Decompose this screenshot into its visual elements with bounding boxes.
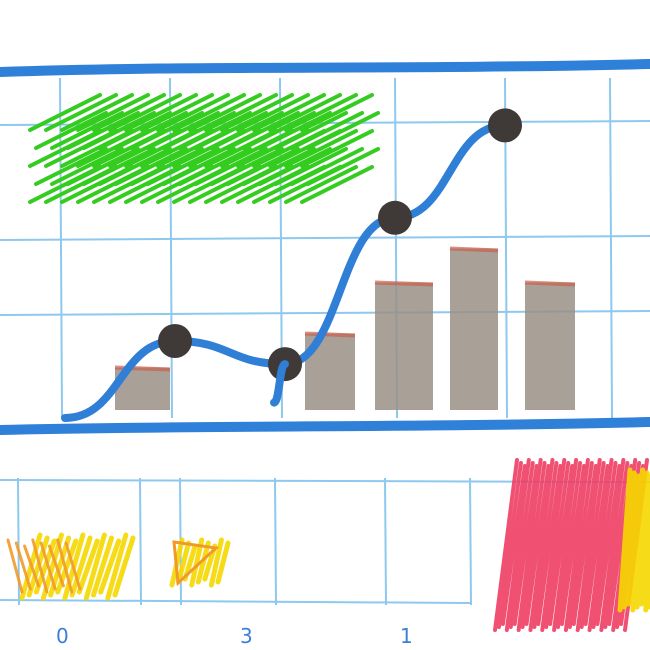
frame-baseline [0, 417, 650, 435]
orange-scribble [6, 538, 82, 594]
bar [525, 282, 575, 410]
data-point [488, 108, 522, 143]
grid-line [274, 477, 277, 606]
frame-top-line [0, 59, 650, 77]
green-scribble [28, 129, 374, 168]
data-point [378, 200, 412, 235]
bar [450, 248, 498, 410]
x-tick-label: 1 [400, 624, 413, 648]
grid-line [0, 235, 650, 241]
grid-line [139, 477, 142, 606]
grid-line [609, 77, 613, 419]
line-series [61, 108, 522, 422]
green-scribble [28, 165, 374, 204]
grid-line [384, 477, 387, 606]
x-tick-label: 3 [240, 624, 253, 648]
green-scribble [34, 147, 380, 186]
chart-frame [0, 59, 650, 435]
bar-top-edge [524, 280, 576, 287]
grid-line [469, 477, 472, 606]
x-tick-labels: 0 3 1 [56, 624, 413, 648]
line-path [61, 121, 509, 422]
decorative-scribbles [6, 93, 650, 632]
bar-top-edge [374, 280, 434, 287]
green-scribble [28, 93, 374, 132]
grid-line [0, 599, 471, 604]
grid-lines [0, 77, 650, 606]
bar-top-edge [304, 331, 356, 338]
bar-top-edge [449, 246, 499, 253]
bar [375, 282, 433, 410]
orange-triangle-scribble [172, 540, 220, 587]
yellow-scribble [617, 467, 650, 613]
line-path [270, 360, 289, 407]
x-tick-label: 0 [56, 624, 69, 648]
data-point [158, 324, 192, 358]
green-scribble [34, 111, 380, 150]
